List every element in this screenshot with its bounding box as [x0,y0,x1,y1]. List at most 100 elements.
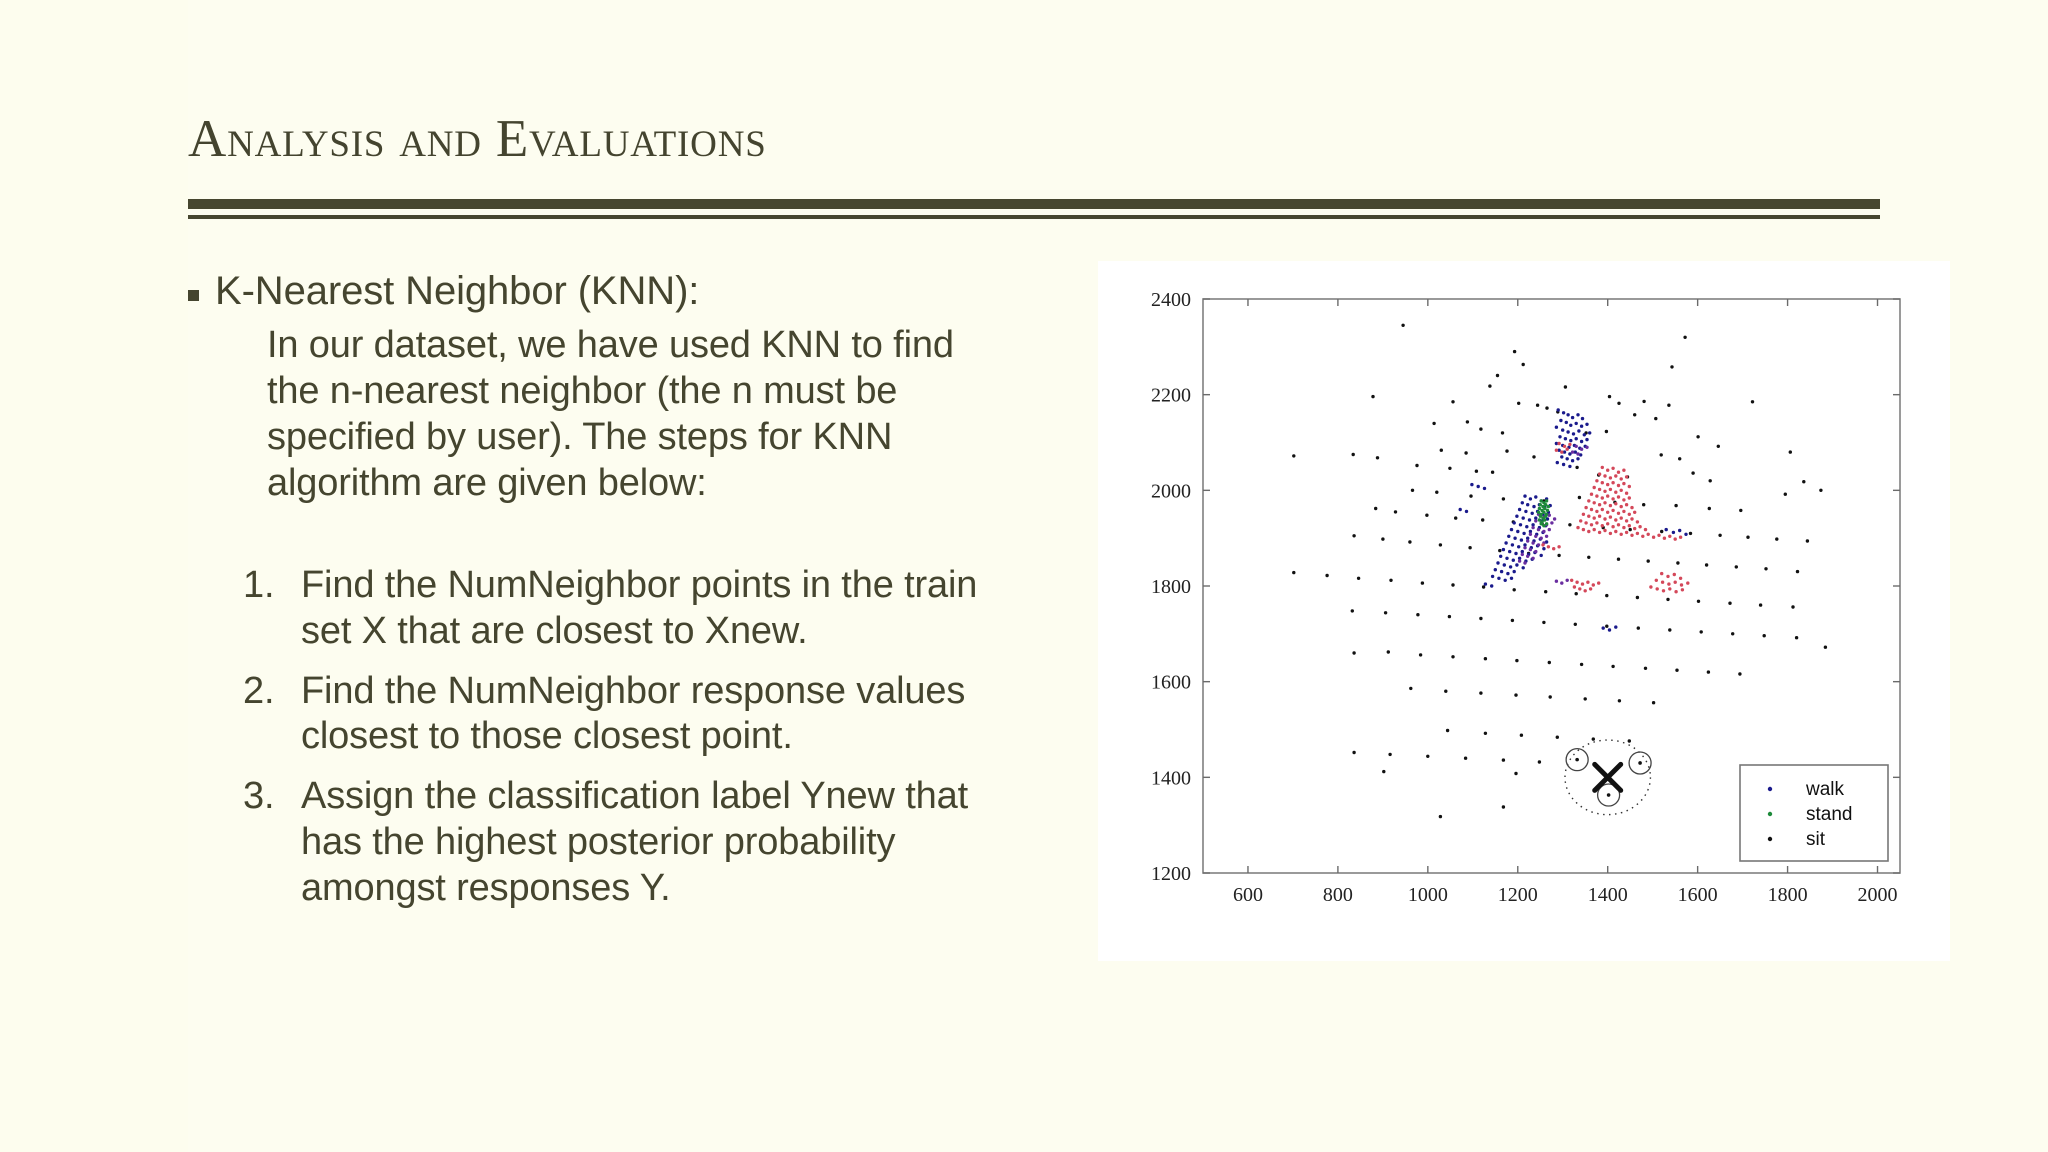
data-point [1601,626,1605,630]
data-point [1495,373,1500,378]
data-point [1565,447,1569,451]
data-point [1512,569,1516,574]
data-point [1531,523,1535,527]
data-point [1520,552,1524,557]
neighbor-marker-circle [1628,751,1652,775]
data-point [1611,481,1615,485]
data-point [1512,521,1516,525]
data-point [1739,508,1743,513]
data-point [1554,448,1559,452]
data-point [1670,365,1674,369]
scatter-plot-svg: 600 800 1000 1200 1400 1600 1800 2000 1200 1400 16… [1098,261,1950,961]
data-point [1589,492,1594,496]
data-point [1479,616,1483,621]
data-point [1635,531,1640,536]
data-point [1519,538,1524,542]
data-point [1526,554,1530,558]
data-point [1409,686,1413,691]
data-point [1616,523,1621,527]
title-block: Analysis and Evaluations [188,111,1888,167]
data-point [1638,525,1642,529]
neighborhood-circle [1564,739,1652,816]
data-point [1576,452,1580,456]
data-point [1352,534,1356,538]
data-point [1408,540,1412,544]
data-point [1660,580,1665,584]
data-point [1371,394,1375,399]
data-point [1568,523,1572,527]
data-point [1425,513,1429,517]
data-point [1577,429,1581,433]
data-point [1544,503,1548,507]
data-point [1661,589,1666,593]
step-text: Find the NumNeighbor response values clo… [301,669,966,758]
data-point [1519,733,1524,737]
data-point [1389,578,1393,582]
data-point [1505,449,1509,453]
data-point [1523,546,1527,550]
query-point-group [1564,739,1652,816]
data-point [1604,429,1609,434]
plot-data-points [1292,323,1828,819]
data-point [1544,534,1549,538]
data-point [1671,530,1676,535]
data-point [1619,532,1623,536]
data-point [1649,585,1653,589]
data-point [1490,470,1495,474]
data-point [1562,450,1567,454]
data-point [1508,565,1513,569]
data-point [1643,527,1648,532]
data-point [1651,701,1656,705]
data-point [1707,506,1711,511]
data-point [1718,533,1722,537]
data-point [1536,527,1541,532]
data-point [1591,737,1595,741]
data-point [1542,529,1546,534]
data-point [1526,503,1530,507]
data-point [1611,664,1615,669]
data-point [1586,580,1590,584]
data-point [1501,758,1506,762]
data-point [1635,595,1640,600]
data-point [1520,501,1524,505]
data-point [1501,547,1506,552]
data-point [1680,588,1685,592]
data-point [1683,335,1687,339]
data-point [1762,634,1766,638]
data-point [1589,507,1594,512]
data-point [1514,551,1518,556]
data-point [1606,494,1610,498]
data-point [1673,537,1677,541]
data-point [1550,521,1554,525]
data-point [1464,451,1468,455]
data-point [1535,403,1540,407]
data-point [1521,516,1525,520]
data-point [1374,506,1378,511]
data-point [1570,415,1575,420]
data-point [1696,599,1701,603]
plot-legend: walk stand sit [1739,764,1889,862]
neighbor-point [1638,761,1642,765]
data-point [1617,699,1622,703]
data-point [1660,529,1664,534]
data-point [1531,541,1535,545]
data-point [1606,510,1610,514]
data-point [1393,510,1398,514]
data-point [1523,561,1527,565]
data-point [1738,672,1742,676]
data-point [1552,517,1557,521]
data-point [1686,581,1690,585]
data-point [1465,420,1470,424]
y-tick-label: 2400 [1151,289,1191,311]
data-point [1451,400,1455,404]
data-point [1622,481,1626,486]
data-point [1561,462,1566,467]
data-point [1451,655,1455,659]
data-point [1589,523,1594,527]
data-point [1522,531,1526,536]
data-point [1542,524,1546,528]
data-point [1544,499,1549,503]
data-point [1525,525,1529,529]
data-point [1517,545,1521,549]
data-point [1630,517,1634,521]
